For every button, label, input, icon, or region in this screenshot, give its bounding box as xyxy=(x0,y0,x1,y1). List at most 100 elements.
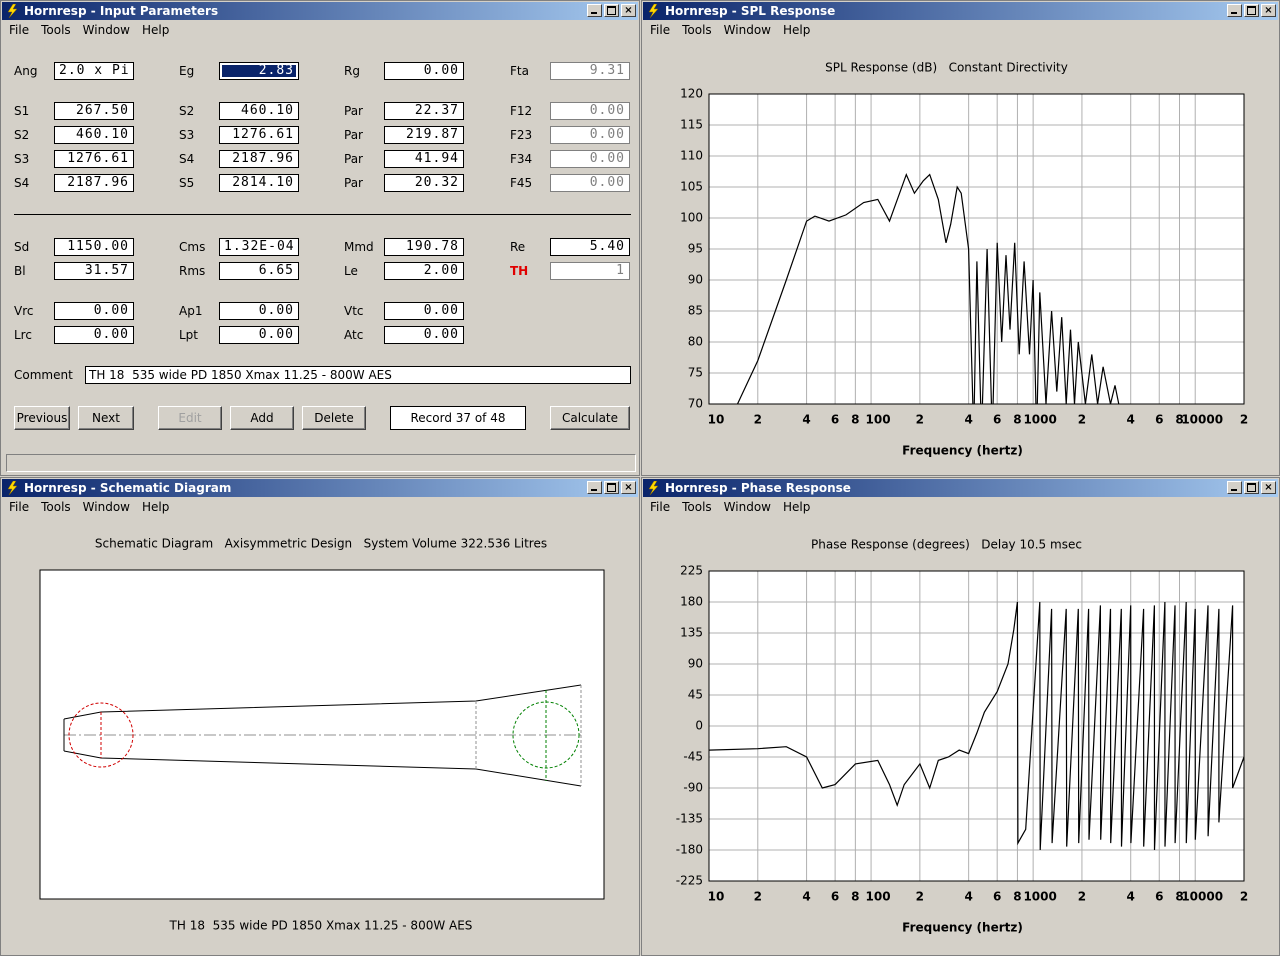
button: Edit xyxy=(158,406,222,430)
text-field[interactable]: 31.57 xyxy=(54,262,134,280)
data-line xyxy=(709,601,1244,851)
text-field[interactable]: 0.00 xyxy=(550,102,630,120)
menu-item[interactable]: File xyxy=(9,23,30,37)
menu-item[interactable]: Help xyxy=(782,500,811,514)
menu-item[interactable]: Tools xyxy=(682,23,712,37)
text-field[interactable]: 41.94 xyxy=(384,150,464,168)
field-label: Par xyxy=(344,176,363,190)
driver-circle xyxy=(68,702,134,768)
menu-item[interactable]: Help xyxy=(141,23,170,37)
text-field[interactable]: 460.10 xyxy=(54,126,134,144)
text-field[interactable]: 0.00 xyxy=(54,326,134,344)
menu-item[interactable]: Help xyxy=(141,500,170,514)
text-field[interactable]: 1 xyxy=(550,262,630,280)
menu-item[interactable]: Window xyxy=(723,500,771,514)
menu-item[interactable]: File xyxy=(650,23,671,37)
window-close-button[interactable]: × xyxy=(621,4,636,17)
button[interactable]: Previous xyxy=(14,406,70,430)
y-tick-label: -135 xyxy=(676,812,703,826)
text-field[interactable]: 22.37 xyxy=(384,102,464,120)
text-field[interactable]: 190.78 xyxy=(384,238,464,256)
text-field[interactable]: 20.32 xyxy=(384,174,464,192)
window-min-button[interactable] xyxy=(1227,4,1242,17)
button[interactable]: Add xyxy=(230,406,294,430)
text-field[interactable]: 460.10 xyxy=(219,102,299,120)
window-min-button[interactable] xyxy=(1227,481,1242,494)
menu-item[interactable]: Window xyxy=(82,500,130,514)
field-label: F34 xyxy=(510,152,533,166)
menu-item[interactable]: Tools xyxy=(682,500,712,514)
x-tick-label: 4 xyxy=(1127,890,1135,904)
window-min-button[interactable] xyxy=(587,481,602,494)
x-tick-label: 100 xyxy=(866,413,891,427)
window-max-button[interactable] xyxy=(604,4,619,17)
y-tick-label: 0 xyxy=(695,719,703,733)
window-max-button[interactable] xyxy=(1244,481,1259,494)
x-tick-label: 8 xyxy=(1013,890,1021,904)
menu-item[interactable]: Help xyxy=(782,23,811,37)
text-field[interactable]: 0.00 xyxy=(384,326,464,344)
field-label: S4 xyxy=(179,152,195,166)
title-bar: Hornresp - Phase Response × xyxy=(643,479,1278,497)
menu-item[interactable]: Tools xyxy=(41,500,71,514)
text-field[interactable]: 1276.61 xyxy=(54,150,134,168)
text-field[interactable]: 0.00 xyxy=(219,326,299,344)
field-label: Rg xyxy=(344,64,360,78)
field-label: Ap1 xyxy=(179,304,203,318)
text-field[interactable]: 2187.96 xyxy=(54,174,134,192)
text-field[interactable]: 9.31 xyxy=(550,62,630,80)
window: Hornresp - Phase Response × File Tools Windo… xyxy=(641,477,1280,956)
text-field[interactable]: 6.65 xyxy=(219,262,299,280)
field-label: S5 xyxy=(179,176,195,190)
window-title: Hornresp - Input Parameters xyxy=(24,4,219,18)
field-label: Par xyxy=(344,104,363,118)
menu-item[interactable]: Window xyxy=(723,23,771,37)
button[interactable]: Next xyxy=(78,406,134,430)
text-field[interactable]: 2814.10 xyxy=(219,174,299,192)
button[interactable]: Delete xyxy=(302,406,366,430)
x-tick-label: 2 xyxy=(754,413,762,427)
x-tick-label: 100 xyxy=(866,890,891,904)
separator xyxy=(14,214,631,215)
window-close-button[interactable]: × xyxy=(621,481,636,494)
text-field[interactable]: 0.00 xyxy=(550,174,630,192)
window-max-button[interactable] xyxy=(604,481,619,494)
window-min-button[interactable] xyxy=(587,4,602,17)
text-field[interactable]: 0.00 xyxy=(550,150,630,168)
text-field[interactable]: 1.32E-04 xyxy=(219,238,299,256)
y-tick-label: 110 xyxy=(680,149,703,163)
app-icon xyxy=(7,4,18,18)
text-field[interactable]: 2.83 xyxy=(219,62,299,80)
text-field[interactable]: 0.00 xyxy=(219,302,299,320)
field-label: S3 xyxy=(14,152,30,166)
text-field[interactable]: 0.00 xyxy=(384,62,464,80)
menu-item[interactable]: Window xyxy=(82,23,130,37)
text-field[interactable]: 2.00 xyxy=(384,262,464,280)
horn-outline xyxy=(63,684,582,720)
text-field[interactable]: 0.00 xyxy=(384,302,464,320)
menu-item[interactable]: Tools xyxy=(41,23,71,37)
text-field[interactable]: 1276.61 xyxy=(219,126,299,144)
window-max-button[interactable] xyxy=(1244,4,1259,17)
text-field[interactable]: 0.00 xyxy=(550,126,630,144)
window-close-button[interactable]: × xyxy=(1261,481,1276,494)
chart-title: SPL Response (dB) Constant Directivity xyxy=(825,61,1068,75)
field-label: Mmd xyxy=(344,240,374,254)
window-close-button[interactable]: × xyxy=(1261,4,1276,17)
text-field[interactable]: 219.87 xyxy=(384,126,464,144)
menu-item[interactable]: File xyxy=(9,500,30,514)
comment-field[interactable]: TH 18 535 wide PD 1850 Xmax 11.25 - 800W… xyxy=(85,366,631,384)
text-field[interactable]: 0.00 xyxy=(54,302,134,320)
text-field[interactable]: 5.40 xyxy=(550,238,630,256)
calculate-button[interactable]: Calculate xyxy=(550,406,630,430)
chart-title: Phase Response (degrees) Delay 10.5 msec xyxy=(811,538,1082,552)
menu-bar: File Tools Window Help xyxy=(1,21,173,39)
y-tick-label: 75 xyxy=(688,366,703,380)
window-title: Hornresp - SPL Response xyxy=(665,4,836,18)
text-field[interactable]: 2187.96 xyxy=(219,150,299,168)
text-field[interactable]: 1150.00 xyxy=(54,238,134,256)
text-field[interactable]: 267.50 xyxy=(54,102,134,120)
menu-item[interactable]: File xyxy=(650,500,671,514)
x-tick-label: 2 xyxy=(754,890,762,904)
text-field[interactable]: 2.0 x Pi xyxy=(54,62,134,80)
